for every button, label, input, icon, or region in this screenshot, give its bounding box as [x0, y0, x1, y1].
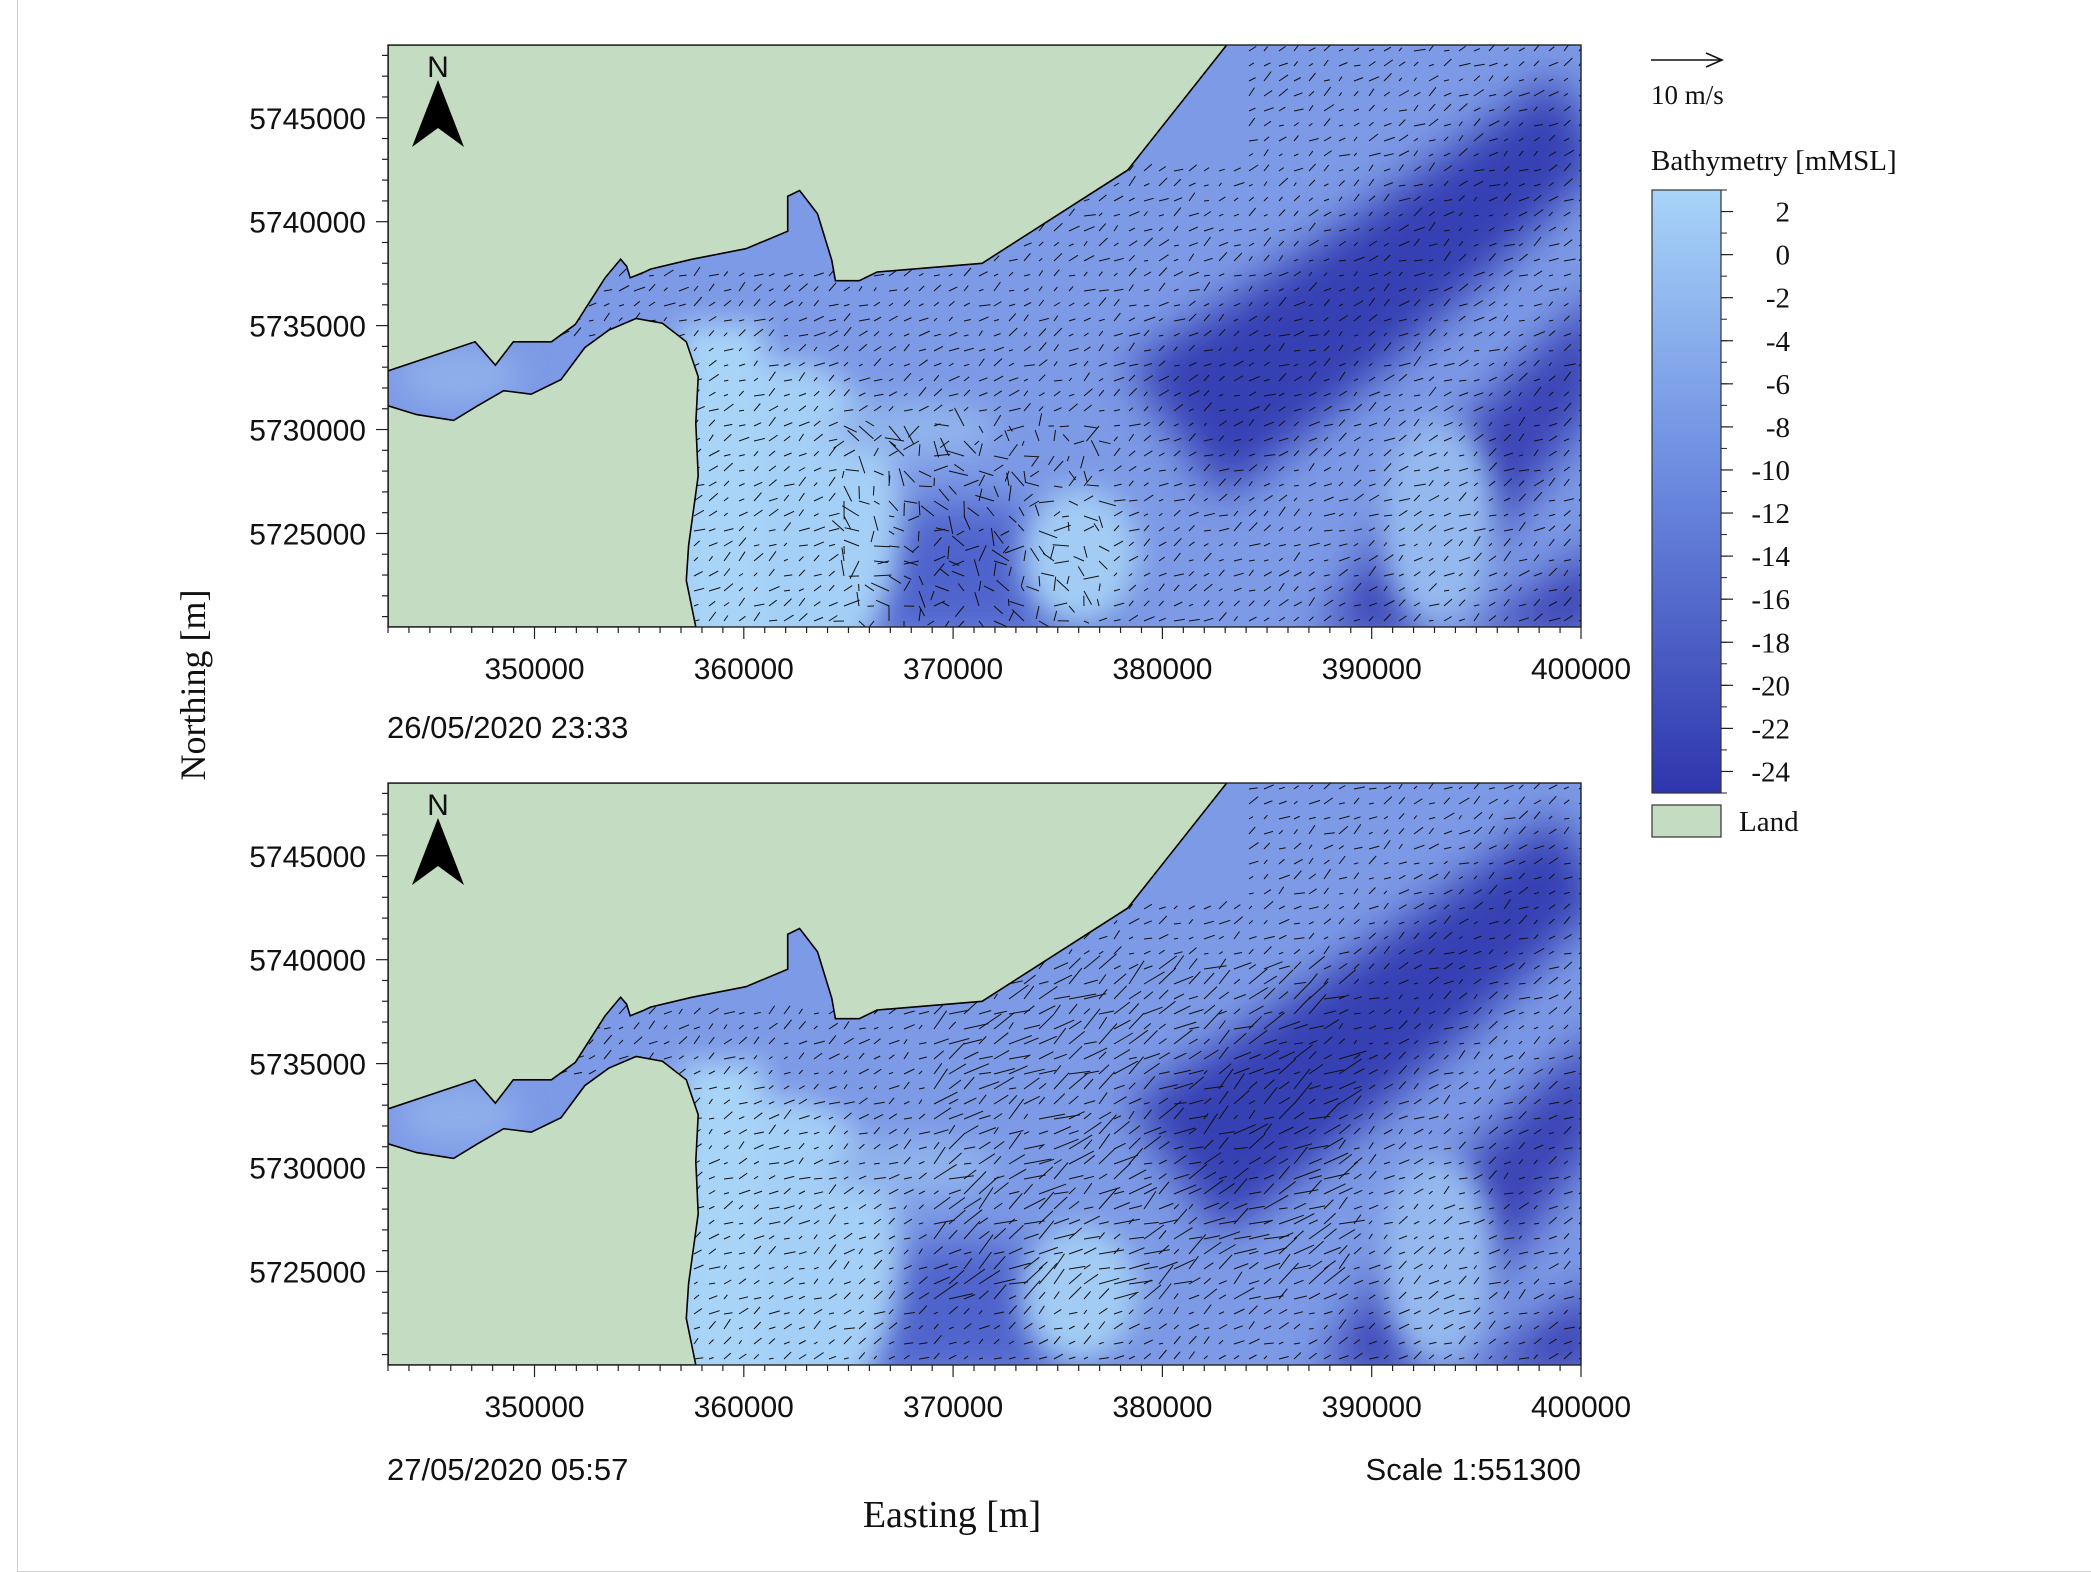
- north-label: N: [427, 789, 449, 822]
- colorbar-tick-label: -10: [1751, 455, 1790, 487]
- land-legend-swatch: [1651, 804, 1722, 838]
- colorbar-tick-label: -14: [1751, 541, 1790, 573]
- y-axis-label: Northing [m]: [173, 590, 213, 781]
- colorbar-tick-label: 2: [1776, 197, 1791, 229]
- figure-frame-left: [17, 0, 18, 1572]
- x-tick-label: 370000: [903, 653, 1003, 686]
- land-area: [388, 45, 1228, 627]
- y-tick-label: 5745000: [249, 841, 366, 874]
- colorbar-tick-label: -8: [1766, 412, 1790, 444]
- land-legend-label: Land: [1739, 806, 1799, 838]
- colorbar-tick-label: 0: [1776, 240, 1791, 272]
- north-arrow-icon: N: [412, 51, 464, 147]
- colorbar-tick-label: -20: [1751, 670, 1790, 702]
- colorbar-tick-label: -22: [1751, 713, 1790, 745]
- north-arrow-icon: N: [412, 789, 464, 885]
- vector-scale-arrow-icon: [1651, 52, 1724, 68]
- colorbar-tick-label: -24: [1751, 756, 1790, 788]
- map-panel-bottom: N 350000 360000 370000 380000 390000 400000 574…: [249, 782, 1631, 1424]
- timestamp-bottom: 27/05/2020 05:57: [387, 1452, 628, 1487]
- x-tick-label: 380000: [1112, 653, 1212, 686]
- map-panel-top: N 350000 360000 370000 380000 390000 400000 574…: [249, 44, 1631, 686]
- colorbar-tick-label: -2: [1766, 283, 1790, 315]
- y-tick-label: 5735000: [249, 1049, 366, 1082]
- y-tick-label: 5745000: [249, 103, 366, 136]
- timestamp-top: 26/05/2020 23:33: [387, 710, 628, 745]
- scale-text: Scale 1:551300: [1366, 1452, 1581, 1487]
- y-tick-label: 5740000: [249, 945, 366, 978]
- x-tick-label: 350000: [484, 1391, 584, 1424]
- map-frame: [387, 782, 1582, 1366]
- legend: 10 m/s Bathymetry [mMSL] 2 0 -2 -4 -6 -8 -10 -1…: [1651, 52, 1897, 838]
- colorbar-tick-label: -6: [1766, 369, 1790, 401]
- velocity-vectors: [393, 783, 1581, 1360]
- x-tick-label: 360000: [694, 653, 794, 686]
- y-tick-label: 5725000: [249, 1256, 366, 1289]
- y-tick-label: 5740000: [249, 207, 366, 240]
- colorbar-tick-label: -12: [1751, 498, 1790, 530]
- bathymetry-legend-title: Bathymetry [mMSL]: [1651, 145, 1897, 177]
- x-tick-label: 400000: [1531, 653, 1631, 686]
- x-tick-label: 390000: [1322, 653, 1422, 686]
- map-frame: [387, 44, 1582, 628]
- y-tick-label: 5730000: [249, 415, 366, 448]
- axis-ticks: [376, 792, 1582, 1377]
- colorbar-tick-label: -16: [1751, 584, 1790, 616]
- x-tick-label: 390000: [1322, 1391, 1422, 1424]
- colorbar-tick-label: -18: [1751, 627, 1790, 659]
- axis-ticks: [376, 54, 1582, 639]
- y-tick-label: 5725000: [249, 518, 366, 551]
- x-tick-label: 350000: [484, 653, 584, 686]
- x-tick-label: 400000: [1531, 1391, 1631, 1424]
- north-label: N: [427, 51, 449, 84]
- x-tick-label: 380000: [1112, 1391, 1212, 1424]
- x-tick-label: 360000: [694, 1391, 794, 1424]
- bathymetry-colorbar: [1651, 189, 1722, 794]
- y-tick-label: 5730000: [249, 1153, 366, 1186]
- y-tick-label: 5735000: [249, 311, 366, 344]
- colorbar-tick-label: -4: [1766, 326, 1791, 358]
- land-area: [388, 783, 1228, 1365]
- x-tick-label: 370000: [903, 1391, 1003, 1424]
- x-axis-label: Easting [m]: [863, 1494, 1041, 1536]
- colorbar-ticks: 2 0 -2 -4 -6 -8 -10 -12 -14 -16 -18 -20 -22 -24: [1721, 189, 1791, 794]
- vector-scale-label: 10 m/s: [1651, 80, 1724, 110]
